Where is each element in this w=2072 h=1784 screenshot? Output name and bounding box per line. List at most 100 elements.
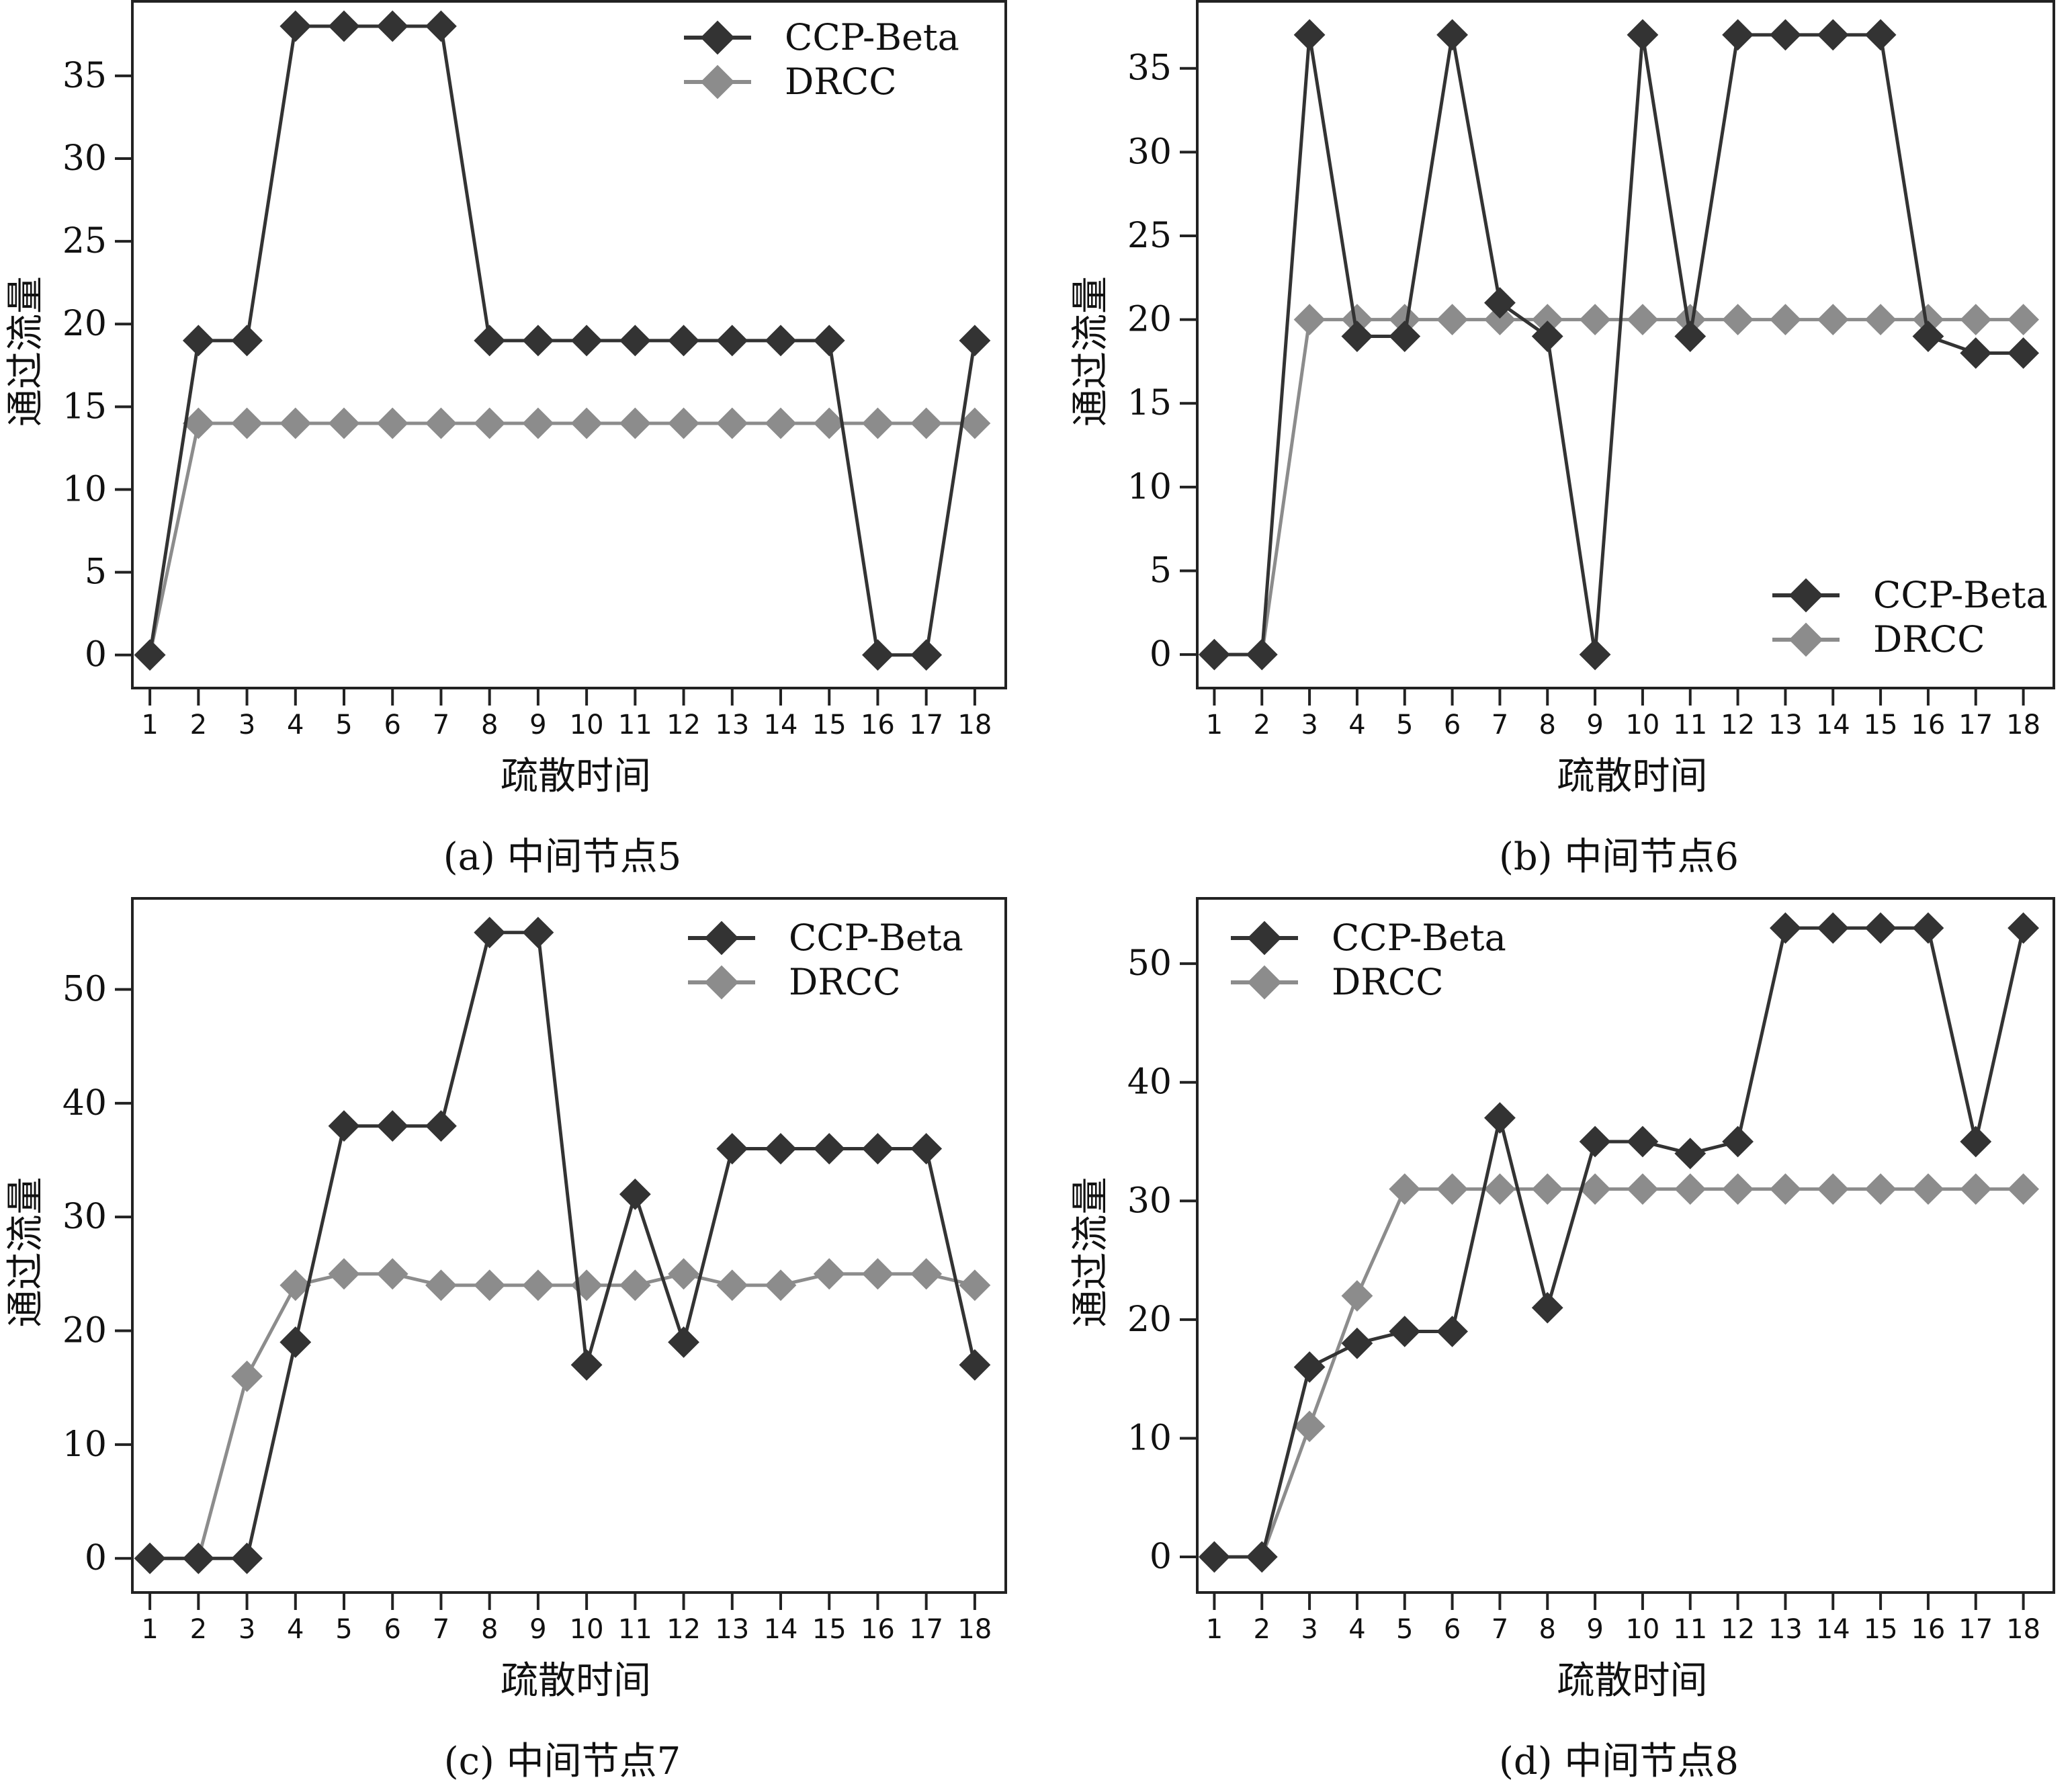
legend-swatch-marker [1788,622,1823,657]
x-tick-label: 15 [812,710,847,740]
x-tick-label: 5 [1396,1614,1413,1645]
y-tick-label: 20 [1127,300,1172,340]
x-tick-label: 2 [190,710,207,740]
panel-caption: (c) 中间节点7 [444,1740,681,1783]
data-point-drcc [668,1258,699,1290]
x-tick-label: 8 [1539,710,1556,740]
data-point-drcc [1436,1173,1468,1205]
data-point-drcc [765,407,797,439]
data-point-drcc [910,1258,943,1290]
x-tick-label: 8 [481,710,498,740]
data-point-ccp-beta [716,1133,748,1164]
x-tick-label: 6 [1444,710,1461,740]
panel-caption: (b) 中间节点6 [1499,835,1739,879]
x-tick-label: 7 [433,710,449,740]
x-tick-label: 12 [1721,1614,1755,1645]
data-point-ccp-beta [668,325,699,357]
x-tick-label: 14 [764,710,798,740]
data-point-drcc [1817,304,1849,336]
data-point-ccp-beta [716,325,748,357]
x-tick-label: 1 [1206,710,1223,740]
y-tick-label: 10 [62,1425,107,1465]
data-point-drcc [1531,1173,1563,1205]
series-line-ccp-beta [148,24,977,657]
panel-caption: (a) 中间节点5 [443,835,682,879]
data-point-ccp-beta [1531,321,1563,352]
data-point-drcc [959,407,991,439]
x-tick-label: 9 [529,710,546,740]
data-point-drcc [1960,1173,1992,1205]
data-point-ccp-beta [570,1349,603,1381]
data-point-ccp-beta [1246,1541,1278,1573]
data-point-ccp-beta [328,1110,360,1142]
y-tick-label: 20 [62,1311,107,1351]
legend-label: DRCC [1332,961,1444,1003]
legend-label: CCP-Beta [1873,574,2048,616]
x-tick-label: 4 [287,1614,304,1645]
x-tick-label: 11 [618,710,652,740]
x-tick-label: 3 [1301,710,1318,740]
data-point-drcc [1341,1280,1373,1312]
x-tick-label: 16 [861,710,895,740]
x-tick-label: 17 [909,710,943,740]
data-point-drcc [1770,1173,1801,1205]
data-point-drcc [425,407,457,439]
x-tick-label: 13 [1768,710,1803,740]
legend-entry-drcc: DRCC [1772,618,1985,661]
y-tick-label: 30 [1127,1181,1172,1221]
data-point-ccp-beta [1960,1125,1992,1158]
data-point-ccp-beta [522,325,554,357]
x-tick-label: 14 [1816,710,1850,740]
data-point-drcc [279,407,312,439]
y-tick-label: 0 [1150,634,1172,675]
data-point-drcc [619,407,651,439]
data-point-drcc [182,407,214,439]
y-tick-label: 30 [1127,132,1172,172]
y-axis-title: 通过流量 [4,1177,48,1328]
data-point-ccp-beta [1674,1138,1707,1170]
data-point-ccp-beta [1341,321,1373,352]
x-tick-label: 11 [1673,1614,1707,1645]
data-point-drcc [1674,1173,1707,1205]
data-point-drcc [328,407,360,439]
x-tick-label: 15 [812,1614,847,1645]
data-point-ccp-beta [1341,1327,1373,1359]
data-point-ccp-beta [231,325,263,357]
x-tick-label: 6 [384,710,400,740]
data-point-drcc [2008,304,2039,336]
x-tick-label: 12 [666,1614,701,1645]
x-tick-label: 2 [1254,710,1270,740]
x-tick-label: 11 [1673,710,1707,740]
data-point-ccp-beta [1770,912,1801,944]
data-point-ccp-beta [1627,1125,1659,1158]
x-tick-label: 1 [141,710,158,740]
x-tick-label: 17 [1958,710,1993,740]
y-tick-label: 15 [62,386,107,427]
data-point-ccp-beta [1864,912,1897,944]
data-point-drcc [522,1269,554,1302]
data-point-drcc [1436,304,1468,336]
x-tick-label: 2 [190,1614,207,1645]
legend-entry-drcc: DRCC [684,60,897,103]
data-point-drcc [1579,1173,1611,1205]
data-point-ccp-beta [1817,19,1849,51]
data-point-ccp-beta [813,325,845,357]
data-point-ccp-beta [910,639,943,671]
y-tick-label: 50 [1127,943,1172,984]
legend-swatch-marker [704,921,739,955]
data-point-ccp-beta [619,1178,651,1210]
x-tick-label: 10 [570,710,604,740]
x-tick-label: 12 [1721,710,1755,740]
x-tick-label: 3 [1301,1614,1318,1645]
data-point-drcc [1817,1173,1849,1205]
legend-entry-ccp-beta: CCP-Beta [1772,574,2048,616]
data-point-ccp-beta [134,1542,166,1574]
data-point-ccp-beta [1389,1316,1421,1347]
data-point-ccp-beta [1627,19,1659,51]
x-tick-label: 8 [481,1614,498,1645]
data-point-drcc [862,407,894,439]
x-tick-label: 5 [1396,710,1413,740]
data-point-drcc [1579,304,1611,336]
data-point-drcc [1627,1173,1659,1205]
x-tick-label: 9 [1586,1614,1603,1645]
